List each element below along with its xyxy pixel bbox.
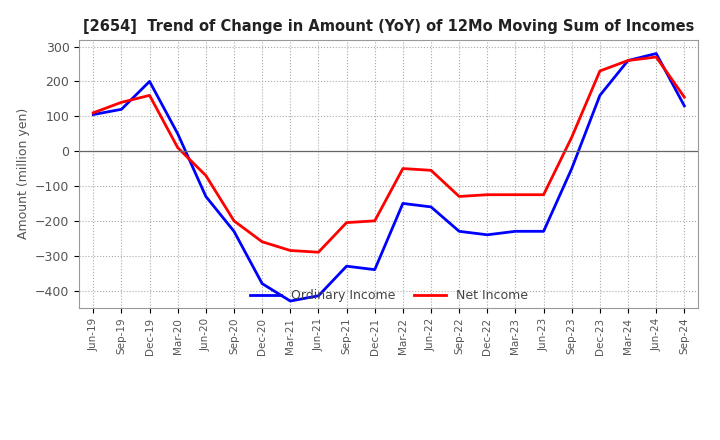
Net Income <box>145 93 154 98</box>
Ordinary Income <box>230 229 238 234</box>
Ordinary Income <box>202 194 210 199</box>
Net Income <box>567 135 576 140</box>
Net Income <box>286 248 294 253</box>
Ordinary Income <box>314 293 323 298</box>
Ordinary Income <box>174 131 182 136</box>
Ordinary Income <box>624 58 632 63</box>
Ordinary Income <box>370 267 379 272</box>
Ordinary Income <box>680 103 688 109</box>
Ordinary Income <box>567 166 576 171</box>
Net Income <box>117 100 126 105</box>
Ordinary Income <box>89 112 98 117</box>
Ordinary Income <box>652 51 660 56</box>
Net Income <box>370 218 379 224</box>
Ordinary Income <box>511 229 520 234</box>
Net Income <box>595 68 604 73</box>
Ordinary Income <box>145 79 154 84</box>
Net Income <box>230 218 238 224</box>
Net Income <box>427 168 436 173</box>
Net Income <box>258 239 266 244</box>
Net Income <box>624 58 632 63</box>
Net Income <box>511 192 520 198</box>
Net Income <box>652 55 660 60</box>
Net Income <box>342 220 351 225</box>
Ordinary Income <box>342 264 351 269</box>
Net Income <box>680 95 688 100</box>
Legend: Ordinary Income, Net Income: Ordinary Income, Net Income <box>245 284 533 307</box>
Ordinary Income <box>286 298 294 304</box>
Ordinary Income <box>258 281 266 286</box>
Ordinary Income <box>455 229 464 234</box>
Ordinary Income <box>483 232 492 238</box>
Net Income <box>174 145 182 150</box>
Net Income <box>483 192 492 198</box>
Net Income <box>314 249 323 255</box>
Net Income <box>455 194 464 199</box>
Title: [2654]  Trend of Change in Amount (YoY) of 12Mo Moving Sum of Incomes: [2654] Trend of Change in Amount (YoY) o… <box>83 19 695 34</box>
Ordinary Income <box>117 106 126 112</box>
Ordinary Income <box>399 201 408 206</box>
Line: Net Income: Net Income <box>94 57 684 252</box>
Net Income <box>89 110 98 115</box>
Net Income <box>539 192 548 198</box>
Net Income <box>202 173 210 178</box>
Ordinary Income <box>427 204 436 209</box>
Y-axis label: Amount (million yen): Amount (million yen) <box>17 108 30 239</box>
Ordinary Income <box>539 229 548 234</box>
Line: Ordinary Income: Ordinary Income <box>94 54 684 301</box>
Net Income <box>399 166 408 171</box>
Ordinary Income <box>595 93 604 98</box>
